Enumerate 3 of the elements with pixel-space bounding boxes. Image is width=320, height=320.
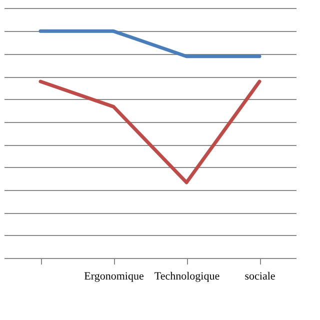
x-tick-label: sociale [244,270,276,282]
x-tick-label: Technologique [154,270,220,282]
x-tick-label: Ergonomique [84,270,144,282]
